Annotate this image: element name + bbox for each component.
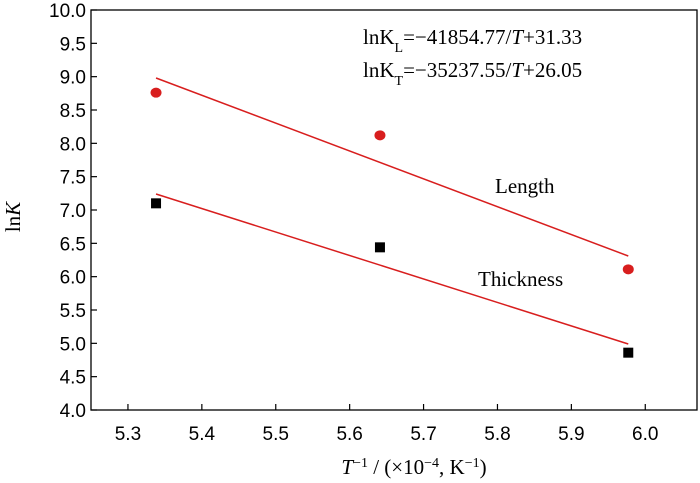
- x-tick-label: 5.6: [336, 424, 362, 445]
- data-point-thickness: [374, 242, 385, 253]
- fit-line-thickness: [155, 193, 629, 345]
- x-tick-label: 5.8: [484, 424, 510, 445]
- x-tick-label: 6.0: [632, 424, 658, 445]
- y-tick-label: 4.5: [60, 368, 86, 389]
- y-tick-label: 8.0: [60, 134, 86, 155]
- equation-thickness: lnKT=−35237.55/T+26.05: [363, 58, 582, 89]
- data-point-length: [374, 130, 386, 141]
- equation-length: lnKL=−41854.77/T+31.33: [363, 25, 582, 56]
- x-tick-label: 5.3: [115, 424, 141, 445]
- x-tick-label: 5.7: [410, 424, 436, 445]
- y-tick-label: 8.5: [60, 101, 86, 122]
- y-tick-label: 5.0: [60, 334, 86, 355]
- y-tick-label: 7.0: [60, 201, 86, 222]
- y-axis-ticks: 4.0 4.5 5.0 5.5 6.0 6.5 7.0 7.5 8.0 8.5 9.0 9.5 10.0: [49, 1, 97, 422]
- fit-lines: [155, 77, 629, 345]
- y-tick-label: 9.5: [60, 34, 86, 55]
- y-tick-label: 4.0: [60, 401, 86, 422]
- fit-line-length: [155, 77, 629, 257]
- y-axis-title: lnK: [1, 201, 25, 232]
- data-point-thickness: [151, 198, 162, 209]
- y-tick-label: 6.5: [60, 234, 86, 255]
- data-point-length: [622, 264, 634, 275]
- series-label-length: Length: [495, 174, 555, 198]
- y-tick-label: 6.0: [60, 268, 86, 289]
- y-tick-label: 10.0: [49, 1, 86, 22]
- series-label-thickness: Thickness: [478, 267, 563, 291]
- y-tick-label: 7.5: [60, 168, 86, 189]
- x-tick-label: 5.4: [189, 424, 216, 445]
- x-axis-ticks: 5.3 5.4 5.5 5.6 5.7 5.8 5.9 6.0: [115, 404, 658, 445]
- x-tick-label: 5.5: [263, 424, 289, 445]
- x-tick-label: 5.9: [558, 424, 584, 445]
- data-point-length: [150, 87, 162, 98]
- data-point-thickness: [623, 347, 634, 358]
- x-axis-title: T−1 / (×10−4, K−1): [341, 455, 486, 479]
- y-tick-label: 9.0: [60, 68, 86, 89]
- y-tick-label: 5.5: [60, 301, 86, 322]
- data-markers: [150, 87, 634, 358]
